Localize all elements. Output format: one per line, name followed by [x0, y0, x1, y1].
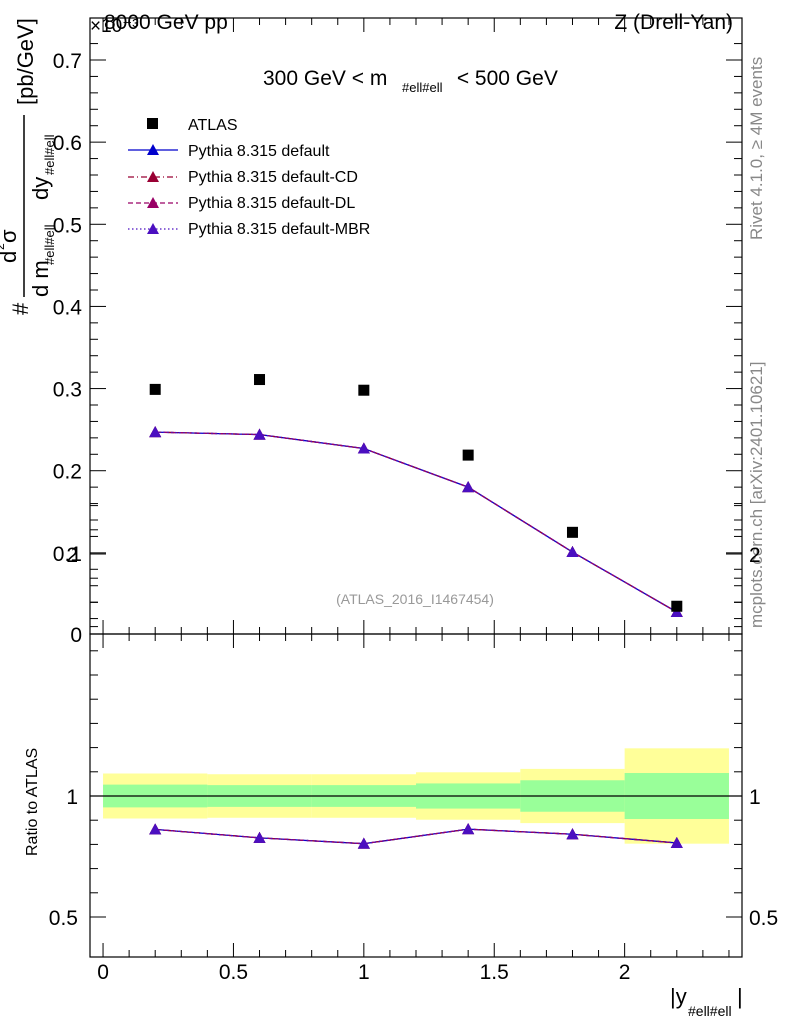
ratio-marker-pythia-8-315-default-mbr — [149, 823, 162, 835]
ratio-marker-pythia-8-315-default-mbr — [357, 837, 370, 849]
y-title-numerator-sup: 2 — [0, 243, 7, 250]
x-title-subscript: #ell#ell — [688, 1003, 732, 1019]
main-line-pythia-8-315-default-mbr — [155, 431, 678, 613]
main-y-axis-title: # d 2 σ d m #ell#ell dy #ell#ell [pb/GeV… — [0, 18, 57, 315]
main-marker-pythia-8-315-default-mbr — [149, 426, 162, 438]
main-y-tick-label: 0.7 — [53, 50, 82, 73]
legend-marker-atlas — [147, 118, 158, 129]
main-marker-pythia-8-315-default-mbr — [253, 428, 266, 440]
main-panel-title: 300 GeV < m #ell#ell < 500 GeV — [263, 67, 558, 95]
ratio-marker-pythia-8-315-default-mbr — [462, 823, 475, 835]
mcplots-label: mcplots.cern.ch [arXiv:2401.10621] — [747, 362, 766, 628]
main-line-pythia-8-315-default — [155, 431, 678, 613]
atlas-data-point — [358, 384, 370, 396]
atlas-data-point — [254, 374, 266, 386]
legend-label-default-mbr: Pythia 8.315 default-MBR — [188, 221, 370, 238]
main-y-tick-label: 0.4 — [53, 296, 83, 319]
main-marker-pythia-8-315-default-mbr — [462, 481, 475, 493]
main-marker-pythia-8-315-default-mbr — [357, 442, 370, 454]
title-left: 300 GeV < m — [263, 67, 387, 90]
atlas-data-point — [671, 600, 683, 612]
y-title-numerator: d — [0, 251, 21, 263]
ratio-y-tick-label-right: 0.5 — [749, 907, 778, 930]
title-subscript: #ell#ell — [402, 80, 443, 95]
x-tick-label: 1 — [358, 961, 370, 984]
legend: ATLAS Pythia 8.315 default Pythia 8.315 … — [128, 117, 370, 238]
ratio-line-pythia-8-315-default-cd — [155, 828, 677, 845]
atlas-data-point — [566, 526, 578, 538]
main-panel-frame — [89, 17, 743, 635]
main-line-pythia-8-315-default-dl — [155, 431, 678, 613]
main-y-tick-label: 0.1 — [53, 543, 82, 566]
atlas-data-point — [149, 383, 161, 395]
main-y-tick-label: 0.5 — [53, 214, 82, 237]
main-y-tick-label: 0.2 — [53, 461, 82, 484]
legend-marker-default-cd — [147, 171, 159, 182]
main-line-pythia-8-315-default-cd — [155, 431, 678, 613]
main-y-tick-label: 0.6 — [53, 132, 82, 155]
y-title-denominator-sub2: #ell#ell — [42, 134, 57, 175]
legend-marker-default-dl — [147, 197, 159, 208]
y-title-unit: [pb/GeV] — [13, 18, 38, 105]
ratio-y-tick-label-right: 2 — [749, 544, 761, 567]
ratio-y-axis-title: Ratio to ATLAS — [24, 748, 41, 856]
ratio-marker-pythia-8-315-default-mbr — [670, 836, 683, 848]
x-title-main: |y — [670, 984, 687, 1009]
x-title-end: | — [737, 984, 743, 1009]
ratio-y-tick-label-left: 1 — [66, 786, 78, 809]
atlas-data-point — [462, 449, 474, 461]
main-marker-pythia-8-315-default-mbr — [566, 546, 579, 558]
legend-label-default-dl: Pythia 8.315 default-DL — [188, 195, 355, 212]
legend-label-atlas: ATLAS — [188, 117, 238, 134]
main-y-tick-label: 0.3 — [53, 379, 82, 402]
ratio-y-tick-label-right: 1 — [749, 786, 761, 809]
x-tick-label: 0 — [97, 961, 109, 984]
rivet-version-label: Rivet 4.1.0, ≥ 4M events — [747, 57, 766, 240]
ratio-line-pythia-8-315-default-mbr — [155, 828, 677, 845]
ratio-y-tick-label-left: 0.5 — [49, 907, 78, 930]
legend-label-default: Pythia 8.315 default — [188, 143, 330, 160]
ratio-marker-pythia-8-315-default-mbr — [566, 828, 579, 840]
y-title-denominator-sub1: #ell#ell — [42, 224, 57, 265]
y-title-dy: dy — [28, 177, 53, 200]
title-right: < 500 GeV — [451, 67, 558, 90]
x-tick-label: 1.5 — [480, 961, 509, 984]
process-label: Z (Drell-Yan) — [614, 11, 733, 34]
legend-label-default-cd: Pythia 8.315 default-CD — [188, 169, 358, 186]
x-axis-title: |y #ell#ell | — [670, 984, 743, 1019]
legend-marker-default-mbr — [147, 223, 159, 234]
y-scale-multiplier: ×10⁻³ — [90, 16, 139, 37]
analysis-watermark: (ATLAS_2016_I1467454) — [336, 591, 494, 607]
y-title-denominator: d m — [28, 260, 53, 297]
ratio-y-tick-label-left: 2 — [66, 544, 78, 567]
legend-marker-default — [147, 144, 159, 155]
y-title-sigma: σ — [0, 229, 21, 243]
ratio-marker-pythia-8-315-default-mbr — [253, 831, 266, 843]
x-tick-label: 2 — [619, 961, 631, 984]
energy-label: 8000 GeV pp — [104, 11, 228, 34]
main-y-tick-label-zero: 0 — [70, 624, 82, 647]
y-title-hash: # — [8, 302, 33, 315]
x-tick-label: 0.5 — [219, 961, 248, 984]
